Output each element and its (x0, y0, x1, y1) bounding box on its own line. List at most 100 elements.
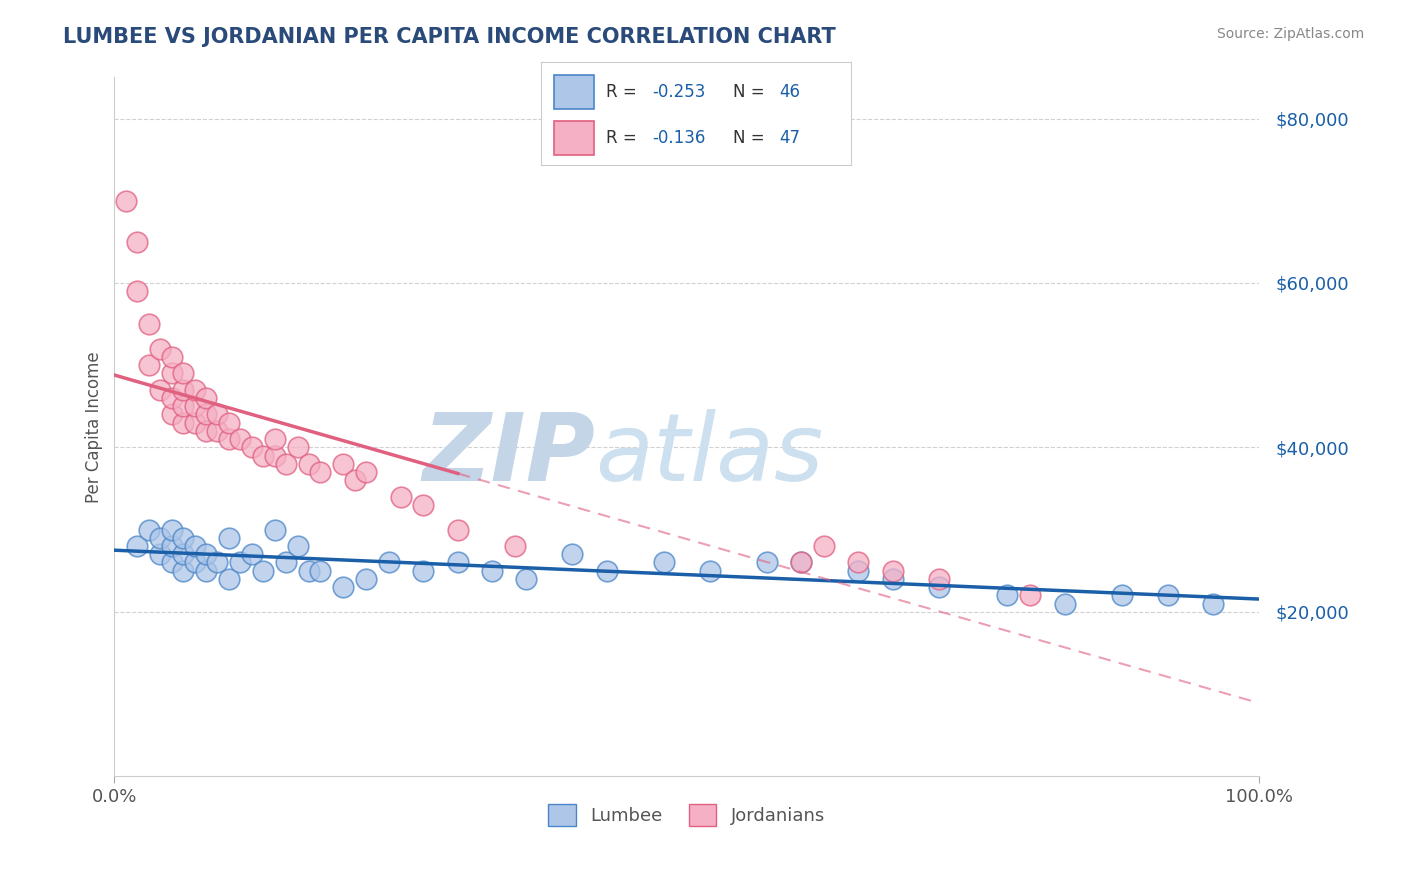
Point (813, 539, 835, 553)
Point (354, 465, 377, 479)
Point (149, 383, 172, 397)
Point (412, 564, 434, 578)
FancyBboxPatch shape (554, 75, 593, 109)
Point (183, 399, 205, 413)
Point (1053, 597, 1076, 611)
Point (790, 556, 813, 570)
Point (160, 367, 183, 381)
Point (354, 572, 377, 586)
Point (252, 564, 274, 578)
Y-axis label: Per Capita Income: Per Capita Income (86, 351, 103, 502)
Point (882, 564, 904, 578)
Point (160, 556, 183, 570)
Point (183, 539, 205, 553)
Text: 46: 46 (779, 83, 800, 101)
Point (183, 556, 205, 570)
Text: LUMBEE VS JORDANIAN PER CAPITA INCOME CORRELATION CHART: LUMBEE VS JORDANIAN PER CAPITA INCOME CO… (63, 27, 837, 46)
Point (1111, 588, 1133, 602)
Point (755, 556, 778, 570)
Point (263, 449, 285, 463)
Text: N =: N = (733, 83, 770, 101)
Point (263, 523, 285, 537)
Point (503, 539, 526, 553)
Point (252, 449, 274, 463)
Point (207, 424, 229, 438)
Point (138, 317, 160, 331)
Point (207, 408, 229, 422)
Point (412, 498, 434, 512)
Point (447, 523, 470, 537)
Point (389, 490, 412, 504)
Text: -0.253: -0.253 (652, 83, 706, 101)
Point (928, 572, 950, 586)
Text: Source: ZipAtlas.com: Source: ZipAtlas.com (1216, 27, 1364, 41)
Point (240, 441, 263, 455)
Point (195, 564, 218, 578)
Point (515, 572, 537, 586)
Point (172, 547, 194, 561)
Point (218, 432, 240, 446)
Point (848, 556, 870, 570)
Point (218, 416, 240, 430)
Point (332, 457, 354, 471)
Text: -0.136: -0.136 (652, 128, 706, 147)
Legend: Lumbee, Jordanians: Lumbee, Jordanians (541, 797, 832, 833)
Point (138, 358, 160, 372)
Point (115, 194, 138, 208)
Point (287, 539, 309, 553)
Point (138, 523, 160, 537)
Point (183, 383, 205, 397)
Text: ZIP: ZIP (422, 409, 595, 500)
Point (149, 531, 172, 545)
Text: 47: 47 (779, 128, 800, 147)
Point (195, 408, 218, 422)
Point (481, 564, 503, 578)
Point (343, 473, 366, 487)
Text: atlas: atlas (595, 409, 824, 500)
Point (218, 531, 240, 545)
Point (160, 391, 183, 405)
Point (160, 408, 183, 422)
Point (1019, 588, 1042, 602)
Text: R =: R = (606, 128, 643, 147)
Point (127, 284, 149, 298)
Point (928, 580, 950, 594)
Point (207, 556, 229, 570)
Point (287, 441, 309, 455)
Point (652, 556, 675, 570)
Point (595, 564, 617, 578)
Point (160, 350, 183, 364)
Text: R =: R = (606, 83, 643, 101)
Point (1156, 588, 1178, 602)
Point (160, 539, 183, 553)
Point (127, 539, 149, 553)
Point (447, 556, 470, 570)
Point (149, 547, 172, 561)
Text: N =: N = (733, 128, 770, 147)
Point (160, 523, 183, 537)
Point (274, 457, 297, 471)
Point (172, 564, 194, 578)
Point (240, 547, 263, 561)
Point (218, 572, 240, 586)
Point (274, 556, 297, 570)
Point (183, 416, 205, 430)
Point (298, 457, 321, 471)
Point (790, 556, 813, 570)
Point (172, 399, 194, 413)
Point (309, 465, 332, 479)
Point (848, 564, 870, 578)
Point (995, 588, 1018, 602)
Point (298, 564, 321, 578)
Point (172, 416, 194, 430)
Point (699, 564, 721, 578)
Point (1202, 597, 1225, 611)
Point (332, 580, 354, 594)
Point (195, 424, 218, 438)
Point (172, 531, 194, 545)
Point (229, 432, 252, 446)
Point (195, 547, 218, 561)
Point (172, 367, 194, 381)
Point (309, 564, 332, 578)
FancyBboxPatch shape (554, 121, 593, 155)
